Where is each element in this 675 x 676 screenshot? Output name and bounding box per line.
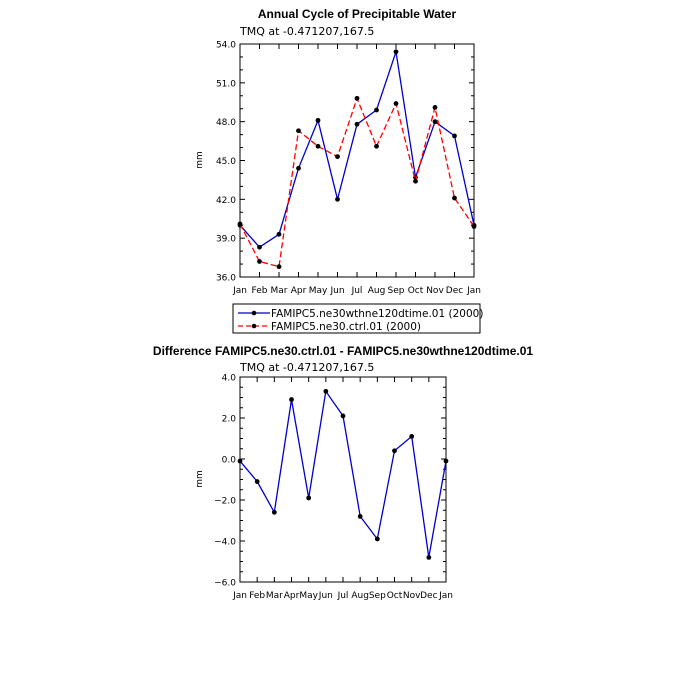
data-point-series-1 bbox=[335, 196, 340, 202]
y-tick-label: −6.0 bbox=[214, 579, 236, 589]
annual-cycle-chart: Annual Cycle of Precipitable Water TMQ a… bbox=[195, 7, 483, 334]
plot-frame bbox=[239, 376, 447, 583]
y-tick-label: 48.0 bbox=[216, 118, 236, 128]
chart-title: Difference FAMIPC5.ne30.ctrl.01 - FAMIPC… bbox=[153, 344, 533, 358]
plot-area: 36.0 39.0 42.0 45.0 48.0 51.0 54.0 Jan Feb Mar Apr… bbox=[216, 41, 481, 297]
x-tick-label: Oct bbox=[387, 591, 403, 601]
data-point-series-2 bbox=[354, 95, 360, 101]
x-tick-label: Jan bbox=[232, 286, 247, 296]
chart-title: Annual Cycle of Precipitable Water bbox=[258, 7, 457, 21]
x-tick-label: Jan bbox=[232, 591, 247, 601]
legend-marker-series-2 bbox=[251, 323, 257, 329]
data-point-series-1 bbox=[306, 495, 312, 501]
x-tick-label: Aug bbox=[368, 286, 386, 296]
legend: FAMIPC5.ne30wthne120dtime.01 (2000) FAMI… bbox=[232, 303, 483, 334]
x-tick-label: Mar bbox=[266, 591, 283, 601]
legend-label-series-1: FAMIPC5.ne30wthne120dtime.01 (2000) bbox=[271, 308, 483, 320]
y-tick-label: 45.0 bbox=[216, 157, 236, 167]
y-tick-label: 4.0 bbox=[222, 374, 237, 384]
x-tick-label: Jun bbox=[329, 286, 344, 296]
data-point-series-2 bbox=[393, 101, 399, 106]
data-point-series-2 bbox=[296, 128, 301, 134]
y-tick-label: −2.0 bbox=[214, 497, 236, 507]
data-point-series-2 bbox=[237, 221, 243, 227]
data-point-series-1 bbox=[276, 231, 282, 237]
data-point-series-1 bbox=[409, 434, 415, 439]
data-point-series-1 bbox=[392, 448, 397, 454]
x-tick-label: May bbox=[309, 286, 328, 296]
x-tick-label: Jan bbox=[438, 591, 453, 601]
x-tick-label: Jul bbox=[337, 591, 349, 601]
y-tick-label: 51.0 bbox=[216, 79, 236, 89]
x-tick-label: Feb bbox=[252, 286, 268, 296]
x-tick-label: Nov bbox=[426, 286, 444, 296]
legend-marker-series-1 bbox=[251, 310, 257, 316]
x-tick-label: Sep bbox=[388, 286, 405, 296]
chart-subtitle: TMQ at -0.471207,167.5 bbox=[239, 361, 374, 374]
x-tick-label: Dec bbox=[420, 591, 437, 601]
data-point-series-2 bbox=[335, 154, 340, 160]
data-point-series-1 bbox=[315, 117, 321, 123]
data-point-series-1 bbox=[296, 165, 301, 171]
data-point-series-1 bbox=[257, 244, 262, 250]
data-point-series-2 bbox=[452, 195, 457, 201]
data-point-series-1 bbox=[289, 397, 294, 402]
y-tick-label: 42.0 bbox=[216, 196, 236, 206]
x-tick-label: Jul bbox=[351, 286, 363, 296]
x-tick-label: Feb bbox=[249, 591, 265, 601]
y-axis-label: mm bbox=[195, 151, 205, 169]
x-tick-label: Oct bbox=[408, 286, 424, 296]
y-tick-label: 36.0 bbox=[216, 274, 236, 284]
legend-label-series-2: FAMIPC5.ne30.ctrl.01 (2000) bbox=[271, 321, 421, 333]
x-tick-label: Jun bbox=[318, 591, 333, 601]
data-point-series-1 bbox=[374, 107, 379, 113]
data-point-series-2 bbox=[257, 259, 262, 264]
y-tick-label: 0.0 bbox=[222, 456, 237, 466]
data-point-series-2 bbox=[471, 224, 477, 229]
chart-subtitle: TMQ at -0.471207,167.5 bbox=[239, 25, 374, 38]
data-point-series-2 bbox=[276, 264, 282, 270]
data-point-series-1 bbox=[357, 514, 363, 519]
data-point-series-1 bbox=[393, 49, 399, 55]
series-line-1 bbox=[239, 51, 475, 249]
x-tick-label: Apr bbox=[291, 286, 307, 296]
y-tick-label: 2.0 bbox=[222, 415, 237, 425]
legend-box bbox=[232, 303, 481, 334]
y-tick-label: −4.0 bbox=[214, 538, 236, 548]
data-point-series-1 bbox=[323, 388, 329, 394]
x-tick-label: Nov bbox=[403, 591, 421, 601]
x-tick-label: Jan bbox=[466, 286, 481, 296]
data-point-series-1 bbox=[374, 536, 380, 542]
x-tick-label: Aug bbox=[351, 591, 369, 601]
difference-chart: Difference FAMIPC5.ne30.ctrl.01 - FAMIPC… bbox=[153, 344, 533, 601]
data-point-series-2 bbox=[315, 143, 321, 149]
data-point-series-1 bbox=[340, 413, 346, 419]
data-point-series-1 bbox=[426, 555, 432, 560]
plot-frame bbox=[239, 43, 475, 278]
data-point-series-1 bbox=[237, 458, 243, 464]
data-point-series-2 bbox=[374, 143, 379, 149]
data-point-series-1 bbox=[254, 479, 260, 484]
x-tick-label: Apr bbox=[284, 591, 300, 601]
data-point-series-2 bbox=[432, 105, 438, 110]
data-point-series-1 bbox=[354, 121, 360, 127]
y-tick-label: 39.0 bbox=[216, 235, 236, 245]
data-point-series-1 bbox=[452, 133, 457, 139]
data-point-series-1 bbox=[443, 458, 449, 464]
data-point-series-1 bbox=[271, 509, 277, 515]
data-point-series-2 bbox=[413, 178, 418, 184]
y-tick-label: 54.0 bbox=[216, 41, 236, 51]
data-point-series-1 bbox=[432, 119, 438, 125]
x-tick-label: Sep bbox=[369, 591, 386, 601]
y-axis-label: mm bbox=[195, 470, 205, 488]
x-tick-label: Mar bbox=[271, 286, 288, 296]
x-tick-label: Dec bbox=[446, 286, 463, 296]
x-tick-label: May bbox=[299, 591, 318, 601]
